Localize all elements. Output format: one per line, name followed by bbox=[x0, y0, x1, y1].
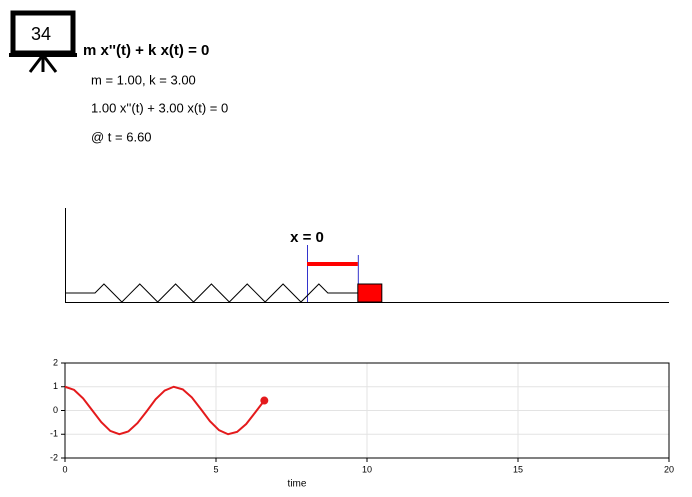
y-tick-label: -2 bbox=[50, 452, 58, 462]
current-point bbox=[260, 396, 269, 405]
spring bbox=[65, 283, 358, 303]
equation: m x''(t) + k x(t) = 0 bbox=[83, 42, 209, 59]
x-axis-label: time bbox=[288, 479, 307, 490]
easel-icon bbox=[9, 10, 77, 73]
params: m = 1.00, k = 3.00 bbox=[91, 72, 196, 87]
marker-label: x = 0 bbox=[290, 229, 324, 246]
y-tick-label: 2 bbox=[53, 357, 58, 367]
x-tick-label: 20 bbox=[664, 464, 674, 474]
time: @ t = 6.60 bbox=[91, 129, 152, 144]
plot-frame bbox=[64, 362, 670, 459]
x-curve bbox=[64, 385, 266, 436]
badge: 34 bbox=[31, 24, 51, 44]
x-tick-label: 0 bbox=[62, 464, 67, 474]
x-tick-label: 5 bbox=[213, 464, 218, 474]
y-tick-label: -1 bbox=[50, 429, 58, 439]
mass bbox=[357, 283, 383, 303]
y-tick-label: 0 bbox=[53, 405, 58, 415]
x-tick-label: 15 bbox=[513, 464, 523, 474]
x-tick-label: 10 bbox=[362, 464, 372, 474]
y-tick-label: 1 bbox=[53, 381, 58, 391]
instance: 1.00 x''(t) + 3.00 x(t) = 0 bbox=[91, 100, 228, 115]
